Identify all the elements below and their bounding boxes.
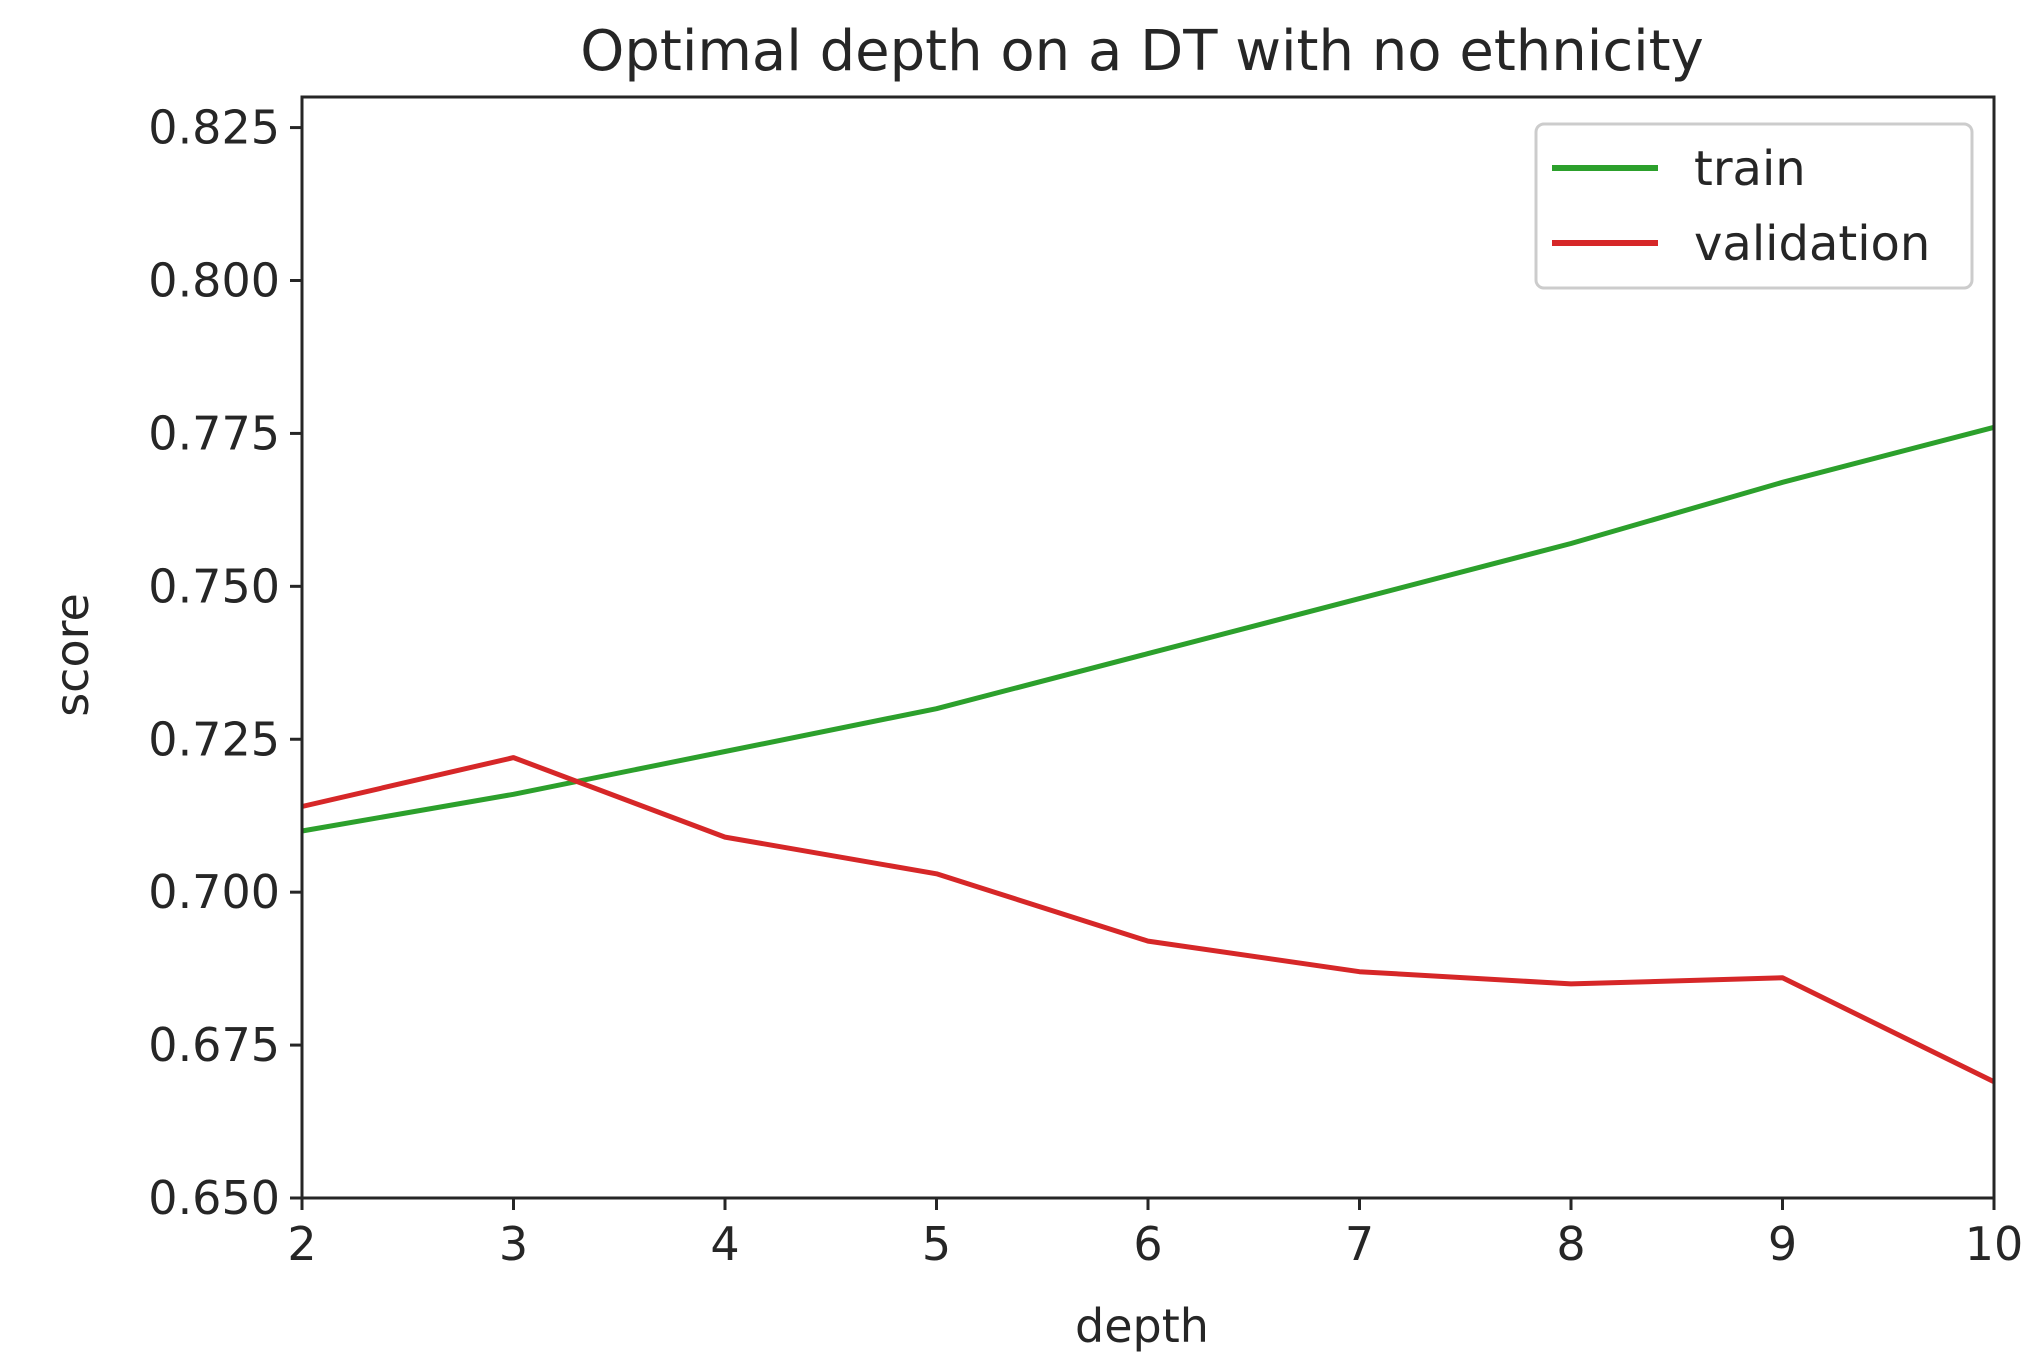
plot-frame <box>300 95 1996 1200</box>
y-tick-label: 0.650 <box>148 1171 280 1225</box>
y-tick-label: 0.725 <box>148 712 280 766</box>
series-line-train <box>301 424 1995 834</box>
x-tick-label: 3 <box>499 1217 528 1271</box>
x-tick-label: 7 <box>1345 1217 1374 1271</box>
y-axis-label: score <box>45 593 99 717</box>
x-tick-label: 2 <box>287 1217 316 1271</box>
y-tick-label: 0.775 <box>148 406 280 460</box>
y-axis-ticks: 0.650 0.675 0.700 0.725 0.750 0.775 0.800 0.825 <box>148 101 302 1225</box>
y-tick-label: 0.675 <box>148 1018 280 1072</box>
legend-label-train: train <box>1694 141 1806 197</box>
x-tick-label: 8 <box>1556 1217 1585 1271</box>
x-tick-label: 6 <box>1133 1217 1162 1271</box>
x-tick-label: 10 <box>1965 1217 2024 1271</box>
series-lines <box>301 424 1996 1085</box>
series-line-validation <box>301 755 1996 1085</box>
y-tick-label: 0.825 <box>148 101 280 155</box>
chart-title: Optimal depth on a DT with no ethnicity <box>580 19 1704 84</box>
x-tick-label: 9 <box>1768 1217 1797 1271</box>
x-axis-label: depth <box>1075 1299 1209 1353</box>
y-tick-label: 0.700 <box>148 865 280 919</box>
y-tick-label: 0.750 <box>148 559 280 613</box>
x-axis-ticks: 2 3 4 5 6 7 8 9 10 <box>287 1198 2023 1271</box>
y-tick-label: 0.800 <box>148 254 280 308</box>
legend-label-validation: validation <box>1694 216 1930 272</box>
legend: train validation <box>1534 122 1974 290</box>
x-tick-label: 5 <box>922 1217 951 1271</box>
x-tick-label: 4 <box>710 1217 739 1271</box>
